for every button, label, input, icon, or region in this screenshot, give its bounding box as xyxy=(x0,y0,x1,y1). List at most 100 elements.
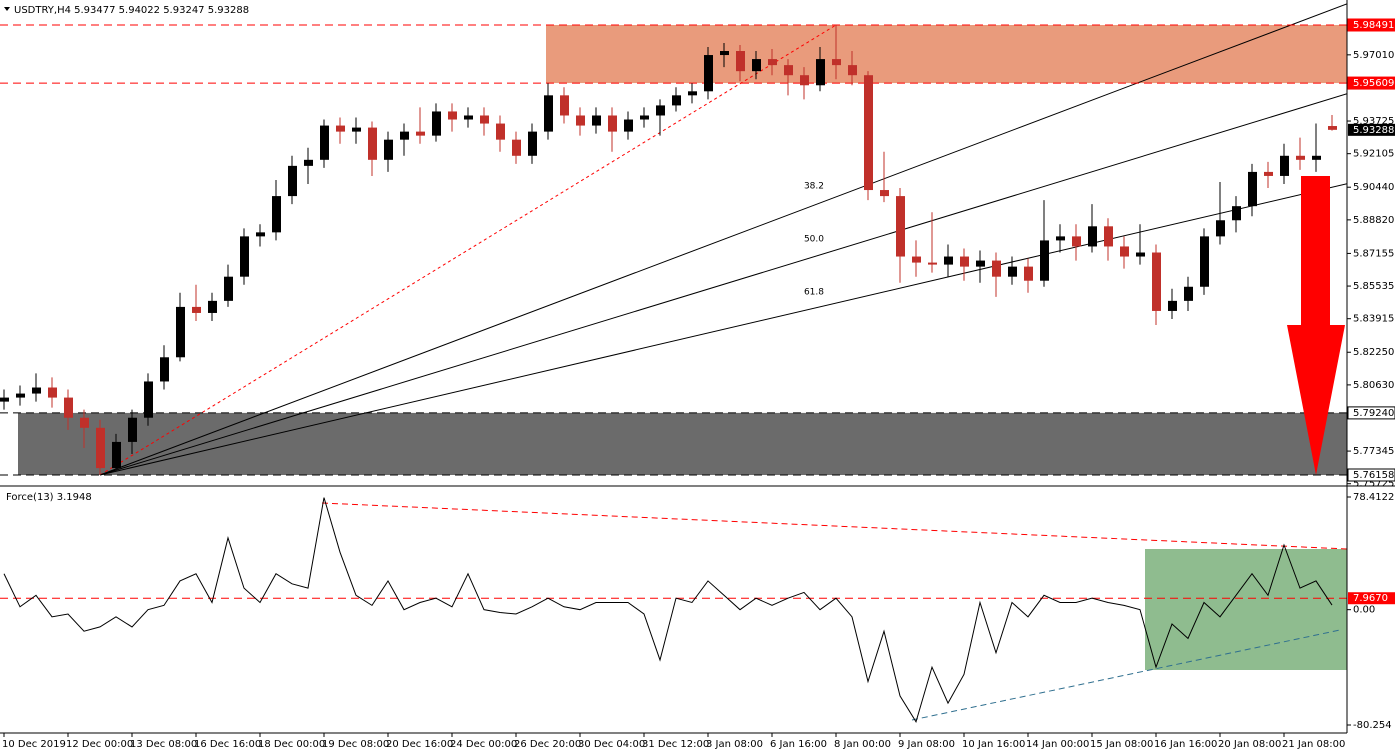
candle-body xyxy=(1216,220,1225,237)
fib-label: 38.2 xyxy=(804,181,824,191)
y-tick-label: 5.75725 xyxy=(1353,479,1394,490)
candle-body xyxy=(496,123,505,140)
y-tick-label: 5.88820 xyxy=(1353,215,1394,226)
y-tick-label: 0.00 xyxy=(1353,605,1375,616)
x-tick-label: 10 Jan 16:00 xyxy=(962,739,1025,750)
candle-body xyxy=(576,115,585,126)
candle-body xyxy=(272,196,281,233)
level-label: 5.76158 xyxy=(1353,470,1394,481)
fib-fan-line xyxy=(99,3,1347,476)
candle-body xyxy=(864,75,873,191)
x-tick-label: 16 Dec 16:00 xyxy=(194,739,261,750)
force-line xyxy=(3,497,1333,723)
candle-body xyxy=(944,256,953,265)
candle-body xyxy=(1088,226,1097,247)
candle-body xyxy=(240,236,249,277)
candle-body xyxy=(80,417,89,428)
x-tick-label: 6 Jan 16:00 xyxy=(770,739,827,750)
candle-body xyxy=(464,115,473,120)
candle-body xyxy=(1232,206,1241,221)
candle-body xyxy=(880,190,889,197)
candle-body xyxy=(448,111,457,120)
level-label: 7.9670 xyxy=(1353,593,1388,604)
force-panel: 78.4122 0.00 -80.254 7.9670 xyxy=(0,492,1395,731)
candle-body xyxy=(976,260,985,267)
candle-body xyxy=(544,95,553,132)
y-tick-label: 5.80630 xyxy=(1353,380,1394,391)
candle-body xyxy=(1248,171,1257,207)
menu-icon xyxy=(4,7,10,11)
x-tick-label: 8 Jan 00:00 xyxy=(834,739,891,750)
x-tick-label: 9 Jan 08:00 xyxy=(898,739,955,750)
chart-title: USDTRY,H4 5.93477 5.94022 5.93247 5.9328… xyxy=(14,5,249,16)
x-tick-label: 10 Dec 2019 xyxy=(2,739,66,750)
price-label: 5.93288 xyxy=(1353,125,1394,136)
y-tick-label: 5.85535 xyxy=(1353,281,1394,292)
level-label-box xyxy=(1347,76,1395,90)
fib-label: 50.0 xyxy=(804,234,824,244)
candle-body xyxy=(608,115,617,132)
price-label-box xyxy=(1348,123,1395,136)
candle-body xyxy=(736,51,745,72)
x-tick-label: 18 Dec 00:00 xyxy=(258,739,325,750)
candle-body xyxy=(432,111,441,136)
level-label-box xyxy=(1348,592,1395,605)
y-tick-label: 5.90440 xyxy=(1353,182,1394,193)
candle-body xyxy=(704,55,713,92)
level-label: 5.95609 xyxy=(1353,78,1394,89)
candle-body xyxy=(208,300,217,313)
candle-body xyxy=(688,91,697,96)
candle-body xyxy=(96,427,105,469)
x-tick-label: 12 Dec 00:00 xyxy=(66,739,133,750)
candle-body xyxy=(672,95,681,106)
fib-base-line xyxy=(99,24,837,476)
x-tick-label: 19 Dec 08:00 xyxy=(322,739,389,750)
candle-body xyxy=(1328,126,1337,130)
y-tick-label: 5.82250 xyxy=(1353,347,1394,358)
zones xyxy=(18,24,1347,476)
candle-body xyxy=(1296,155,1305,160)
candle-body xyxy=(144,381,153,418)
indicator-title: Force(13) 3.1948 xyxy=(6,492,92,503)
candle-body xyxy=(1120,246,1129,257)
candle-body xyxy=(560,95,569,116)
candle-body xyxy=(224,276,233,301)
y-tick-label: 5.77345 xyxy=(1353,446,1394,457)
candle-body xyxy=(256,232,265,237)
candle-body xyxy=(1200,236,1209,287)
level-label-box xyxy=(1347,406,1395,420)
candle-body xyxy=(512,139,521,156)
candle-body xyxy=(592,115,601,126)
fib-fan-line xyxy=(99,93,1347,476)
fib-fan xyxy=(99,3,1347,476)
x-tick-label: 21 Jan 08:00 xyxy=(1282,739,1345,750)
candle-body xyxy=(352,127,361,132)
candle-body xyxy=(1184,286,1193,301)
level-label-box xyxy=(1347,18,1395,32)
x-tick-label: 31 Dec 12:00 xyxy=(642,739,709,750)
candle-body xyxy=(832,59,841,66)
candle-body xyxy=(1312,155,1321,160)
y-tick-label: 5.83915 xyxy=(1353,314,1394,325)
candle-body xyxy=(1024,266,1033,281)
x-tick-label: 15 Jan 08:00 xyxy=(1090,739,1153,750)
candle-body xyxy=(176,306,185,358)
x-tick-label: 16 Jan 16:00 xyxy=(1154,739,1217,750)
candle-body xyxy=(1136,252,1145,257)
y-tick-label: 5.87155 xyxy=(1353,248,1394,259)
candle-body xyxy=(1280,155,1289,176)
candle-body xyxy=(32,387,41,394)
candle-body xyxy=(656,105,665,116)
candle-body xyxy=(992,260,1001,277)
candle-body xyxy=(1072,236,1081,247)
level-label: 5.79240 xyxy=(1353,408,1394,419)
candle-body xyxy=(624,119,633,132)
candle-body xyxy=(752,59,761,72)
candle-body xyxy=(896,196,905,257)
x-tick-label: 20 Jan 08:00 xyxy=(1218,739,1281,750)
candle-body xyxy=(48,387,57,398)
candle-body xyxy=(960,256,969,267)
trend-line xyxy=(321,502,1348,550)
